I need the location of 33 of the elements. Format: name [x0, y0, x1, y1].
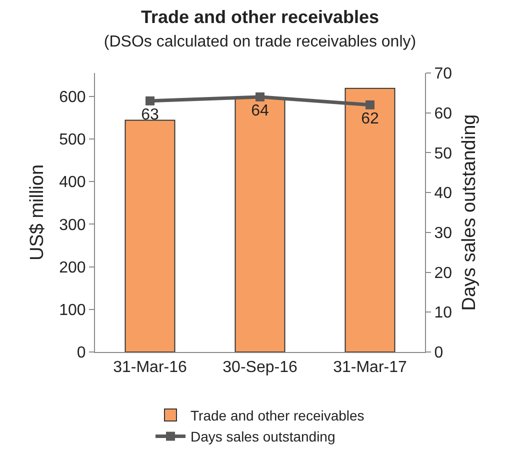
- y2-tick-label: 30: [434, 225, 452, 242]
- bar: [234, 98, 286, 352]
- y-tick-label: 200: [59, 259, 86, 276]
- point: [146, 96, 154, 106]
- legend-label: Days sales outstanding: [190, 428, 336, 445]
- chart-subtitle: (DSOs calculated on trade receivables only): [104, 34, 416, 51]
- y-tick-label: 600: [59, 89, 86, 106]
- y-tick-label: 300: [59, 216, 86, 234]
- y2-tick-label: 60: [434, 105, 452, 122]
- x-tick-label: 30-Sep-16: [222, 359, 298, 376]
- y2-axis-title: Days sales outstanding: [458, 114, 480, 311]
- y2-tick-label: 40: [434, 185, 452, 202]
- data-label: 63: [141, 106, 159, 124]
- y-axis-title: US$ million: [26, 164, 48, 261]
- point: [256, 92, 264, 102]
- y-tick-label: 500: [59, 132, 86, 149]
- y2-tick-label: 0: [434, 344, 444, 362]
- y2-tick-label: 70: [434, 66, 452, 83]
- point: [366, 100, 374, 110]
- x-tick-label: 31-Mar-17: [333, 359, 407, 376]
- data-label: 64: [251, 102, 269, 120]
- y2-tick-label: 20: [434, 264, 452, 282]
- y-tick-label: 0: [76, 344, 86, 362]
- bar: [344, 88, 396, 352]
- y-tick-label: 100: [59, 302, 86, 319]
- y-tick-label: 400: [59, 174, 86, 192]
- y2-tick-label: 10: [434, 304, 452, 322]
- x-tick-label: 31-Mar-16: [113, 359, 187, 376]
- data-label: 62: [361, 110, 379, 128]
- bar: [124, 120, 176, 352]
- legend-label: Trade and other receivables: [190, 407, 364, 424]
- y2-tick-label: 50: [434, 145, 452, 162]
- chart-title: Trade and other receivables: [140, 7, 380, 28]
